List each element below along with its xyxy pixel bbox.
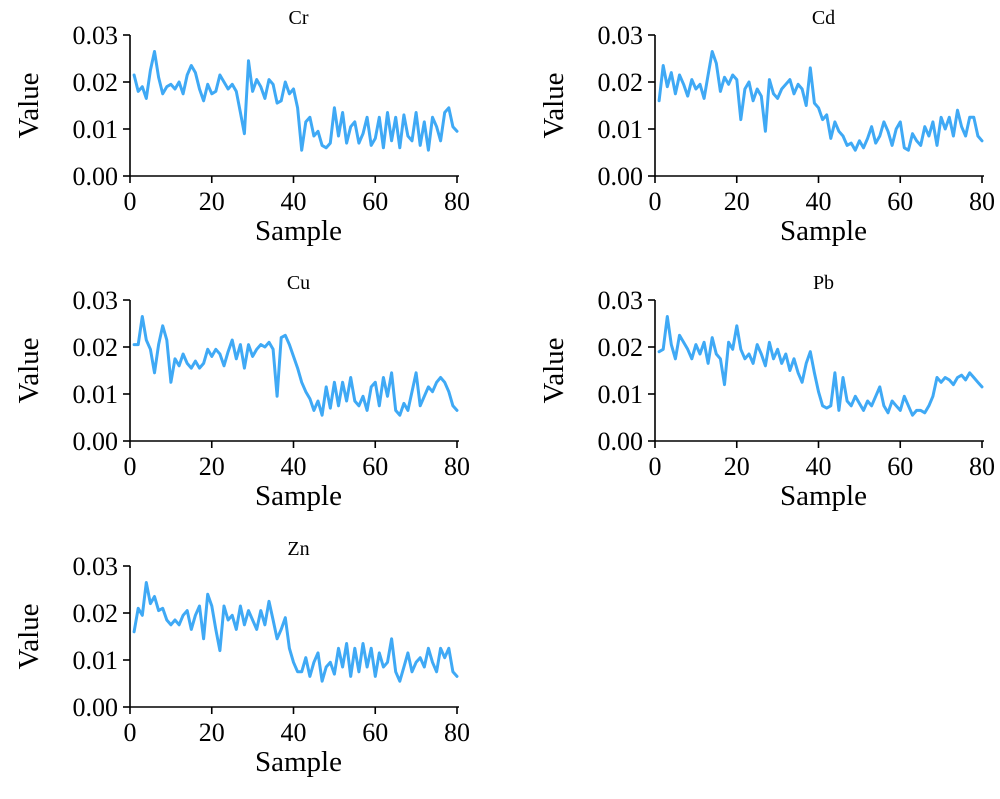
series-line-cu bbox=[132, 315, 459, 417]
x-axis-label: Sample bbox=[780, 480, 867, 512]
y-tick-label: 0.03 bbox=[73, 552, 119, 581]
x-tick-label: 80 bbox=[969, 452, 995, 481]
chart-svg: Zn 0.00 0.01 0.02 0.03 0 20 40 60 80 Sample Value bbox=[13, 538, 470, 778]
y-tick-label: 0.02 bbox=[73, 599, 119, 628]
series-line-cd bbox=[657, 50, 984, 152]
x-tick-label: 60 bbox=[362, 452, 388, 481]
x-tick-label: 60 bbox=[887, 187, 913, 216]
y-tick-label: 0.01 bbox=[73, 380, 119, 409]
x-axis-label: Sample bbox=[255, 215, 342, 247]
y-tick-label: 0.00 bbox=[73, 693, 119, 722]
y-tick-label: 0.03 bbox=[598, 21, 644, 50]
x-tick-label: 40 bbox=[281, 187, 307, 216]
chart-title: Cr bbox=[289, 7, 309, 29]
y-tick-label: 0.02 bbox=[73, 333, 119, 362]
x-tick-label: 60 bbox=[887, 452, 913, 481]
x-tick-label: 80 bbox=[444, 452, 470, 481]
x-tick-label: 20 bbox=[199, 718, 225, 747]
y-tick-label: 0.02 bbox=[598, 333, 644, 362]
x-tick-label: 20 bbox=[199, 187, 225, 216]
x-tick-label: 80 bbox=[444, 718, 470, 747]
x-tick-label: 40 bbox=[281, 452, 307, 481]
x-tick-label: 60 bbox=[362, 718, 388, 747]
y-axis-label: Value bbox=[13, 72, 45, 138]
y-tick-label: 0.00 bbox=[73, 427, 119, 456]
chart-svg: Cu 0.00 0.01 0.02 0.03 0 20 40 60 80 Sample Value bbox=[13, 272, 470, 512]
series-line-cr bbox=[132, 50, 459, 152]
x-tick-label: 0 bbox=[124, 718, 137, 747]
chart-panel-cu: Cu 0.00 0.01 0.02 0.03 0 20 40 60 80 Sample Value bbox=[0, 265, 475, 533]
y-tick-label: 0.03 bbox=[598, 286, 644, 315]
y-tick-label: 0.01 bbox=[598, 380, 644, 409]
y-tick-label: 0.01 bbox=[73, 646, 119, 675]
x-tick-label: 80 bbox=[969, 187, 995, 216]
x-axis-label: Sample bbox=[255, 480, 342, 512]
y-tick-label: 0.03 bbox=[73, 286, 119, 315]
chart-title: Cu bbox=[287, 272, 310, 294]
x-tick-label: 20 bbox=[724, 452, 750, 481]
chart-svg: Cd 0.00 0.01 0.02 0.03 0 20 40 60 80 Sample Value bbox=[538, 7, 995, 247]
x-tick-label: 0 bbox=[649, 452, 662, 481]
y-tick-label: 0.01 bbox=[73, 115, 119, 144]
x-tick-label: 60 bbox=[362, 187, 388, 216]
chart-panel-zn: Zn 0.00 0.01 0.02 0.03 0 20 40 60 80 Sample Value bbox=[0, 531, 475, 799]
y-axis-label: Value bbox=[13, 603, 45, 669]
x-tick-label: 40 bbox=[281, 718, 307, 747]
x-tick-label: 40 bbox=[806, 187, 832, 216]
y-axis-label: Value bbox=[538, 337, 570, 403]
y-axis-label: Value bbox=[13, 337, 45, 403]
x-tick-label: 80 bbox=[444, 187, 470, 216]
chart-title: Cd bbox=[812, 7, 835, 29]
chart-title: Zn bbox=[287, 538, 309, 560]
x-axis-label: Sample bbox=[780, 215, 867, 247]
series-line-pb bbox=[657, 315, 984, 417]
chart-panel-cr: Cr 0.00 0.01 0.02 0.03 0 20 40 60 80 Sample Value bbox=[0, 0, 475, 268]
x-tick-label: 40 bbox=[806, 452, 832, 481]
y-tick-label: 0.01 bbox=[598, 115, 644, 144]
x-axis-label: Sample bbox=[255, 746, 342, 778]
y-tick-label: 0.00 bbox=[598, 427, 644, 456]
y-tick-label: 0.02 bbox=[598, 68, 644, 97]
series-line-zn bbox=[132, 581, 459, 683]
y-axis-label: Value bbox=[538, 72, 570, 138]
y-tick-label: 0.02 bbox=[73, 68, 119, 97]
chart-svg: Pb 0.00 0.01 0.02 0.03 0 20 40 60 80 Sample Value bbox=[538, 272, 995, 512]
chart-panel-cd: Cd 0.00 0.01 0.02 0.03 0 20 40 60 80 Sample Value bbox=[525, 0, 1000, 268]
x-tick-label: 0 bbox=[649, 187, 662, 216]
chart-title: Pb bbox=[813, 272, 834, 294]
x-tick-label: 20 bbox=[199, 452, 225, 481]
chart-panel-pb: Pb 0.00 0.01 0.02 0.03 0 20 40 60 80 Sample Value bbox=[525, 265, 1000, 533]
x-tick-label: 0 bbox=[124, 187, 137, 216]
y-tick-label: 0.03 bbox=[73, 21, 119, 50]
y-tick-label: 0.00 bbox=[73, 162, 119, 191]
y-tick-label: 0.00 bbox=[598, 162, 644, 191]
x-tick-label: 20 bbox=[724, 187, 750, 216]
x-tick-label: 0 bbox=[124, 452, 137, 481]
chart-svg: Cr 0.00 0.01 0.02 0.03 0 20 40 60 80 Sample Value bbox=[13, 7, 470, 247]
